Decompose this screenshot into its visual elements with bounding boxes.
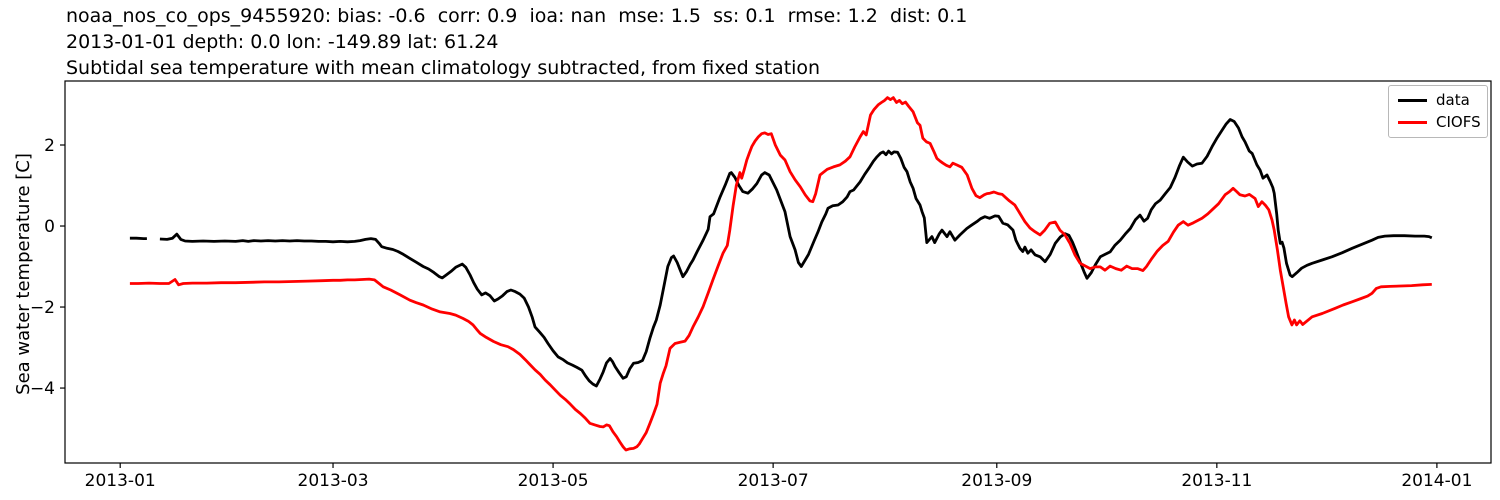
- x-tick-label: 2013-11: [1181, 471, 1252, 491]
- y-tick-label: −2: [30, 298, 55, 318]
- chart-titles: noaa_nos_co_ops_9455920: bias: -0.6 corr…: [66, 3, 967, 81]
- title-location-line: 2013-01-01 depth: 0.0 lon: -149.89 lat: …: [66, 31, 499, 53]
- y-tick-label: −4: [30, 379, 55, 399]
- series-line-data: [159, 118, 1433, 388]
- plot-border: [64, 80, 1492, 464]
- legend-entry-data: data: [1398, 93, 1478, 108]
- y-axis-label: Sea water temperature [C]: [12, 153, 34, 395]
- legend: data CIOFS: [1388, 85, 1488, 138]
- x-tick-label: 2014-01: [1401, 471, 1472, 491]
- x-tick-label: 2013-05: [518, 471, 589, 491]
- x-tick-label: 2013-01: [85, 471, 156, 491]
- x-tick-label: 2013-09: [961, 471, 1032, 491]
- series-line-ciofs: [129, 96, 1432, 452]
- legend-label-ciofs: CIOFS: [1436, 113, 1481, 131]
- x-tick-label: 2013-03: [298, 471, 369, 491]
- legend-line-swatch-ciofs: [1398, 121, 1427, 124]
- legend-label-data: data: [1436, 91, 1470, 109]
- y-tick-label: 0: [44, 217, 55, 237]
- legend-line-swatch-data: [1398, 99, 1427, 102]
- title-description-line: Subtidal sea temperature with mean clima…: [66, 57, 821, 79]
- y-axis-label-wrap: Sea water temperature [C]: [12, 153, 34, 395]
- y-tick-label: 2: [44, 136, 55, 156]
- x-tick-label: 2013-07: [738, 471, 809, 491]
- legend-entry-ciofs: CIOFS: [1398, 113, 1481, 131]
- title-stats-line: noaa_nos_co_ops_9455920: bias: -0.6 corr…: [66, 5, 968, 27]
